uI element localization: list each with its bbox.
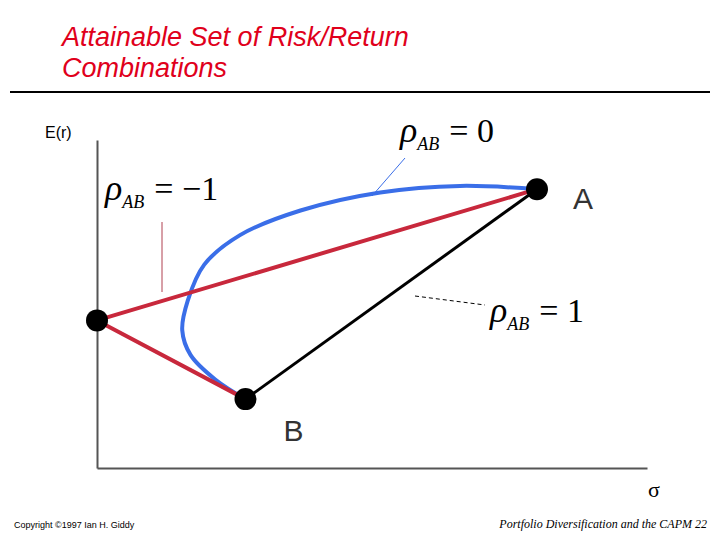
leader-line: [372, 158, 405, 196]
leader-line: [415, 296, 485, 305]
label-subscript: AB: [506, 314, 529, 334]
label-symbol: ρ: [399, 110, 417, 150]
x-axis: [98, 468, 648, 469]
axis-line: [98, 468, 648, 470]
series-label: ρAB = −1: [104, 168, 218, 212]
label-relation: = 0: [449, 112, 494, 149]
chart: Attainable Set of Risk/ReturnCombination…: [0, 0, 720, 540]
point: [86, 309, 108, 331]
title-rule: [10, 91, 710, 93]
label-symbol: ρ: [104, 168, 122, 208]
axis-line: [97, 141, 99, 469]
copyright: Copyright ©1997 Ian H. Giddy: [14, 520, 135, 530]
point: [526, 178, 548, 200]
series-line: [97, 189, 537, 399]
title-line: Attainable Set of Risk/Return: [60, 22, 409, 52]
label-subscript: AB: [121, 192, 144, 212]
label-relation: = −1: [154, 170, 218, 207]
point-label: A: [573, 182, 593, 215]
plot-area: [86, 178, 548, 410]
label-symbol: ρ: [489, 290, 507, 330]
point-label: B: [284, 414, 304, 447]
y-axis: [97, 141, 98, 469]
point: [235, 388, 257, 410]
title: Attainable Set of Risk/ReturnCombination…: [60, 22, 409, 83]
label-subscript: AB: [416, 134, 439, 154]
series-line: [182, 186, 537, 399]
series-line: [246, 189, 538, 399]
series-label: ρAB = 1: [489, 290, 584, 334]
footer: Portfolio Diversification and the CAPM 2…: [498, 517, 707, 531]
series-label: ρAB = 0: [399, 110, 494, 154]
title-line: Combinations: [62, 53, 227, 83]
y-axis-label: E(r): [45, 124, 72, 141]
leader-line: [162, 222, 163, 292]
label-relation: = 1: [539, 292, 584, 329]
x-axis-label: σ: [648, 477, 660, 502]
